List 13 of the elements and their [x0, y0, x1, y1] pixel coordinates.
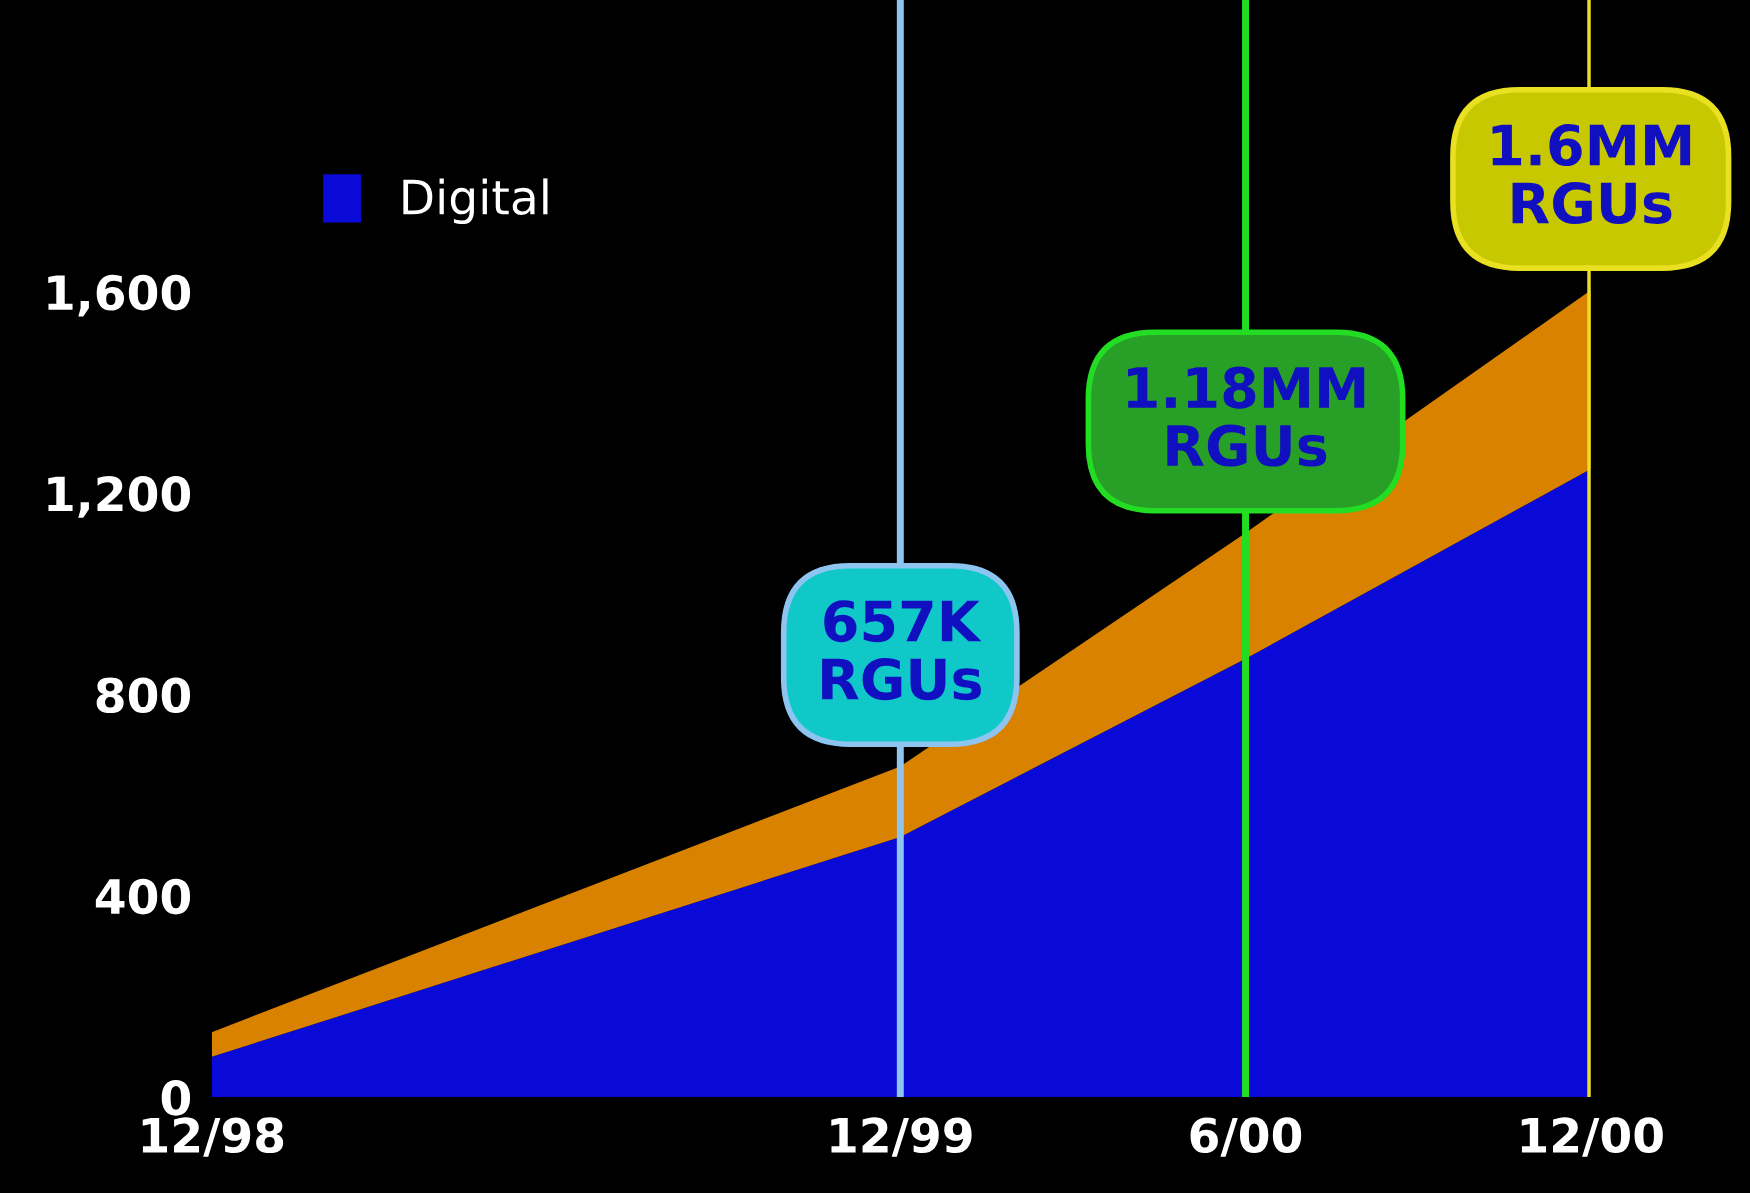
- annotation: 1.18MM RGUs: [1127, 366, 1365, 467]
- x-tick-label: 12/99: [831, 1117, 972, 1157]
- x-tick-label: 6/00: [1190, 1117, 1302, 1157]
- y-tick-label: 1,600: [48, 274, 191, 317]
- legend-label: Digital: [403, 178, 548, 225]
- x-tick-label: 12/98: [142, 1117, 284, 1157]
- y-tick-label: 1,200: [48, 476, 191, 518]
- annotation: 657K RGUs: [822, 600, 982, 701]
- y-tick-label: 800: [96, 677, 191, 714]
- y-tick-label: 0: [161, 1079, 191, 1116]
- y-tick-label: 400: [95, 878, 191, 915]
- x-tick-label: 12/00: [1521, 1117, 1663, 1157]
- annotation: 1.6MM RGUs: [1492, 124, 1691, 225]
